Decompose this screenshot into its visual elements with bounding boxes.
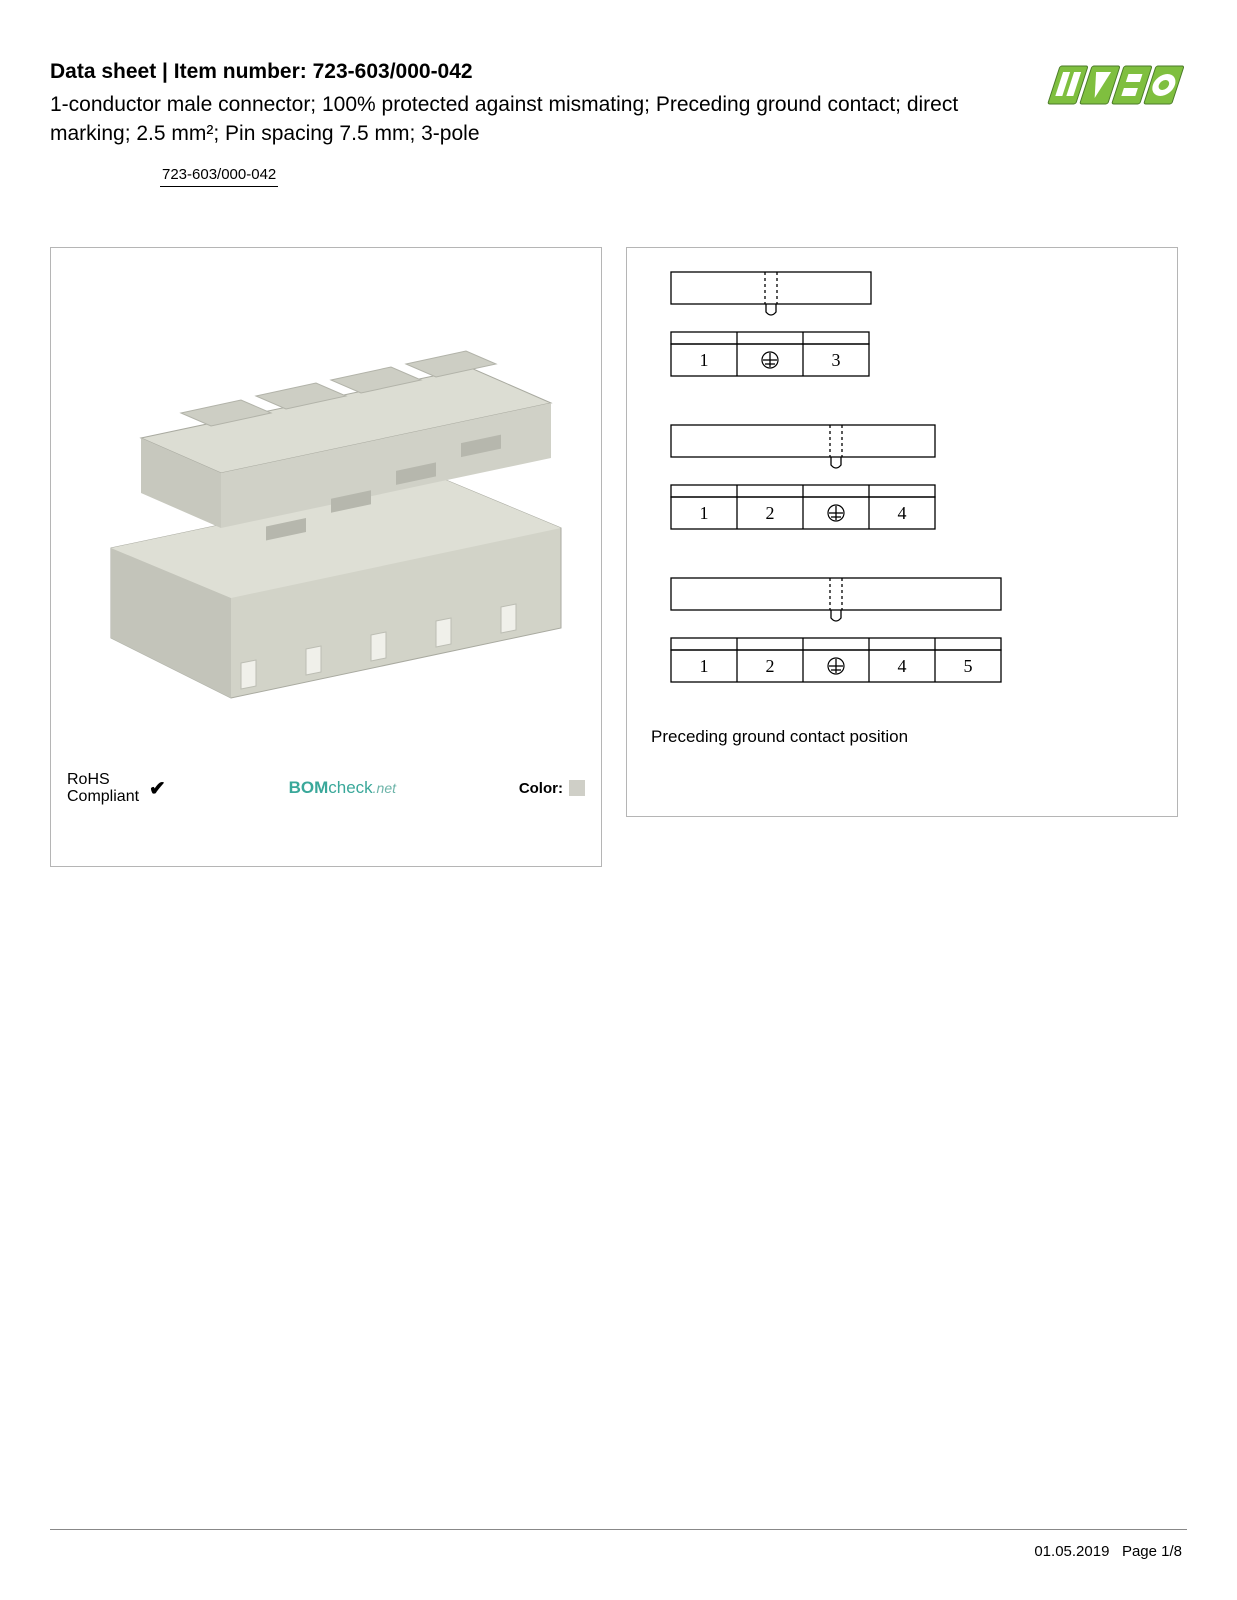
- svg-text:4: 4: [898, 503, 907, 523]
- svg-text:1: 1: [700, 503, 709, 523]
- page-title: Data sheet | Item number: 723-603/000-04…: [50, 60, 1017, 84]
- title-separator: |: [156, 60, 174, 83]
- footer-divider: [50, 1529, 1187, 1530]
- bomcheck-badge: BOMcheck.net: [289, 778, 396, 798]
- bomcheck-bold: BOM: [289, 778, 329, 797]
- bomcheck-net: .net: [373, 780, 396, 796]
- subtitle: 1-conductor male connector; 100% protect…: [50, 90, 1017, 149]
- title-label: Item number:: [174, 60, 307, 83]
- item-number-badge: 723-603/000-042: [160, 163, 278, 187]
- footer-date: 01.05.2019: [1034, 1543, 1109, 1560]
- bomcheck-rest: check: [328, 778, 372, 797]
- wago-logo: [1037, 60, 1187, 110]
- rohs-badge: RoHS Compliant ✔: [67, 771, 166, 806]
- check-icon: ✔: [149, 776, 166, 801]
- diagram-caption: Preceding ground contact position: [651, 727, 1153, 747]
- title-item-number: 723-603/000-042: [313, 60, 473, 83]
- svg-text:2: 2: [766, 503, 775, 523]
- rohs-line2: Compliant: [67, 788, 139, 806]
- svg-text:3: 3: [832, 350, 841, 370]
- svg-text:2: 2: [766, 656, 775, 676]
- product-image: [51, 248, 601, 738]
- color-swatch: [569, 780, 585, 796]
- rohs-line1: RoHS: [67, 771, 139, 789]
- footer-page: Page 1/8: [1122, 1543, 1182, 1560]
- color-indicator: Color:: [519, 780, 585, 797]
- title-prefix: Data sheet: [50, 60, 156, 83]
- position-diagram: 1 2 4 5: [651, 574, 1153, 699]
- position-diagram: 1 2 4: [651, 421, 1153, 546]
- diagram-panel: 131241245 Preceding ground contact posit…: [626, 247, 1178, 817]
- footer: 01.05.2019 Page 1/8: [1034, 1543, 1182, 1560]
- svg-text:1: 1: [700, 656, 709, 676]
- position-diagram: 13: [651, 268, 1153, 393]
- svg-text:5: 5: [964, 656, 973, 676]
- svg-text:1: 1: [700, 350, 709, 370]
- svg-text:4: 4: [898, 656, 907, 676]
- color-label: Color:: [519, 780, 563, 797]
- product-panel: RoHS Compliant ✔ BOMcheck.net Color:: [50, 247, 602, 867]
